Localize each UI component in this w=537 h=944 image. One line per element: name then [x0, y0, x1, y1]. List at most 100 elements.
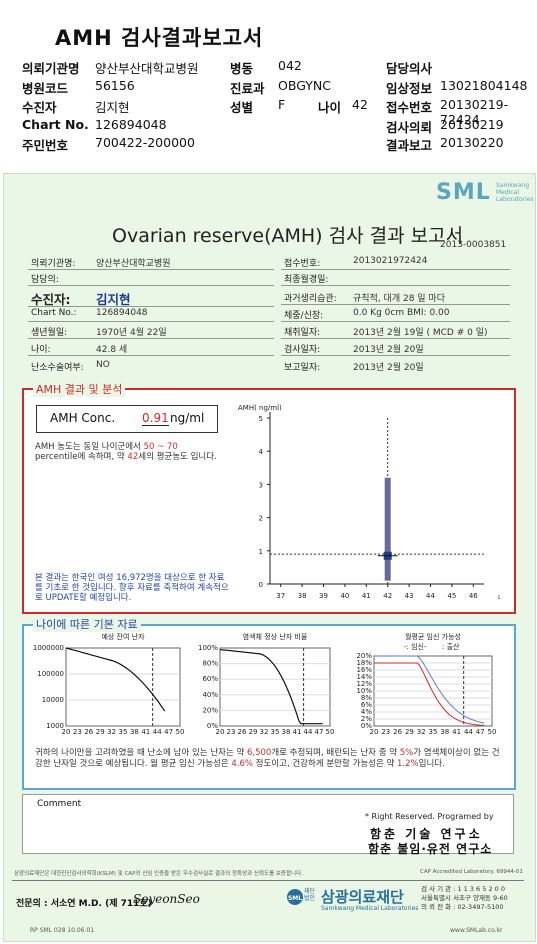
x-tick-label: 43	[405, 592, 414, 600]
y-tick-label: 12%	[356, 680, 372, 688]
field-divider	[281, 338, 510, 339]
x-tick-label: 32	[107, 728, 116, 736]
lab-name-1: 함춘 기술 연구소	[370, 827, 483, 841]
report-field-value: 42.8 세	[96, 345, 128, 355]
plot-frame	[219, 647, 331, 727]
x-tick-label: 35	[119, 728, 128, 736]
report-field-label: 의뢰기관명:	[31, 259, 76, 269]
header-value: OBGYNC	[278, 78, 331, 93]
header-label: 나이	[318, 100, 342, 115]
sml-logo-subtitle: Samkwang Medical Laboratories	[496, 182, 534, 203]
y-tick-label: 1	[259, 548, 263, 556]
report-field-label: 담당의:	[31, 275, 59, 285]
x-tick-label: 23	[73, 728, 82, 736]
y-tick-label: 1000	[46, 722, 64, 730]
amh-conc-value: 0.91	[142, 411, 169, 426]
x-tick-label: 47	[315, 728, 324, 736]
website: www.SMLab.co.kr	[450, 927, 503, 934]
y-tick-label: 18%	[356, 659, 372, 667]
header-label: 병동	[230, 61, 254, 76]
x-tick-label: 47	[476, 728, 485, 736]
curve	[219, 649, 323, 725]
x-tick-label: 41	[141, 728, 150, 736]
x-tick-label: 38	[130, 728, 139, 736]
x-tick-label: 44	[153, 728, 162, 736]
y-tick-label: 3	[259, 481, 263, 489]
x-tick-label: 26	[84, 728, 93, 736]
header-label: 결과보고	[386, 138, 433, 153]
cap-accreditation: CAP Accredited Laboratory. 69944-01	[420, 869, 523, 875]
header-label: 수진자	[22, 100, 57, 115]
report-title: Ovarian reserve(AMH) 검사 결과 보고서	[112, 225, 464, 247]
report-field-value: 1970년 4월 22일	[96, 328, 167, 338]
x-tick-label: 29	[96, 728, 105, 736]
org-address: 검 사 기 관 : 1 1 3 6 5 2 0 0 서울특별시 서초구 양재동 9…	[421, 885, 508, 911]
header-value: 56156	[95, 78, 135, 93]
svg-text:SML: SML	[288, 895, 302, 902]
report-field-value: 양산부산대학교병원	[96, 259, 171, 269]
x-tick-label: 26	[238, 728, 247, 736]
header-label: 진료과	[230, 81, 265, 96]
document-number: 2013-0003851	[440, 240, 507, 250]
y-tick-label: 0%	[361, 722, 372, 730]
age-section	[22, 624, 516, 790]
x-tick-label: 26	[393, 728, 402, 736]
x-tick-label: 20	[62, 728, 71, 736]
y-tick-label: 100%	[198, 644, 218, 652]
y-tick-label: 1000000	[33, 644, 64, 652]
age-conclusion: 귀하의 나이만을 고려하였을 때 난소에 남아 있는 난자는 약 6,500개로…	[35, 748, 500, 769]
field-divider	[28, 338, 274, 339]
y-tick-label: 0	[259, 581, 263, 589]
x-tick-label: 41	[362, 592, 371, 600]
form-code: RP SML 028 10.06.01	[30, 927, 95, 934]
field-divider	[281, 355, 510, 356]
plot-frame	[65, 647, 181, 727]
header-label: 담당의사	[386, 61, 433, 76]
y-tick-label: 40%	[202, 691, 218, 699]
curve	[65, 647, 166, 712]
field-divider	[281, 304, 510, 305]
y-tick-label: 14%	[356, 673, 372, 681]
x-tick-label: 29	[249, 728, 258, 736]
header-value: 20130219-72424	[440, 97, 509, 127]
field-divider	[28, 269, 274, 270]
comment-label: Comment	[37, 799, 82, 809]
x-tick-label: 40	[340, 592, 349, 600]
y-tick-label: 6%	[361, 701, 372, 709]
report-field-label: 접수번호:	[284, 259, 321, 269]
report-field-label: Chart No.:	[31, 308, 77, 318]
y-tick-label: 16%	[356, 666, 372, 674]
field-divider	[281, 321, 510, 322]
fine-print: 삼광의료재단은 대한진단검사의학회(KSLM) 및 CAP의 신임 인증을 받은…	[14, 871, 303, 877]
field-divider	[281, 285, 510, 286]
sml-emblem-icon: SML	[287, 889, 303, 905]
x-tick-label: 32	[260, 728, 269, 736]
rights-text: * Right Reserved. Programed by	[365, 812, 494, 821]
field-divider	[28, 321, 274, 322]
x-tick-label: 44	[426, 592, 435, 600]
x-axis-label: 나이	[498, 593, 500, 602]
y-tick-label: 60%	[202, 675, 218, 683]
header-label: 성별	[230, 100, 254, 115]
amh-conc-label: AMH Conc.	[50, 411, 116, 425]
report-field-label: 수진자:	[31, 292, 71, 307]
x-tick-label: 41	[293, 728, 302, 736]
org-name: 삼광의료재단	[321, 888, 404, 906]
y-tick-label: 4	[259, 448, 264, 456]
y-tick-label: 2	[259, 515, 263, 523]
org-name-english: Samkwang Medical Laboratories	[321, 905, 419, 912]
chart-title: 월평균 임신 가능성	[405, 632, 461, 641]
x-tick-label: 44	[464, 728, 473, 736]
header-label: 접수번호	[386, 100, 433, 115]
report-field-value: NO	[96, 360, 110, 370]
x-tick-label: 38	[440, 728, 449, 736]
y-tick-label: 10%	[356, 687, 372, 695]
amh-section-title: AMH 결과 및 분석	[33, 381, 126, 397]
report-field-value: 2013021972424	[353, 256, 428, 266]
report-field-value: 126894048	[96, 308, 148, 318]
normal-egg-ratio-chart: 염색체 정상 난자 비율 100% 80% 60% 40% 20% 0%20 23 26 29 32…	[198, 632, 334, 736]
chart-title: 예상 잔여 난자	[101, 632, 145, 641]
report-field-value: 2013년 2월 19일 ( MCD # 0 일)	[353, 328, 488, 338]
